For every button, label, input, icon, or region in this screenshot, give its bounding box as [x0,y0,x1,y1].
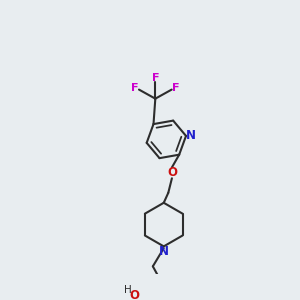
Text: F: F [131,83,138,93]
Text: H: H [124,285,131,295]
Text: O: O [130,289,140,300]
Text: F: F [172,83,180,93]
Text: N: N [159,245,169,258]
Polygon shape [144,284,164,289]
Text: N: N [185,129,196,142]
Text: F: F [152,73,159,83]
Text: O: O [167,166,177,179]
